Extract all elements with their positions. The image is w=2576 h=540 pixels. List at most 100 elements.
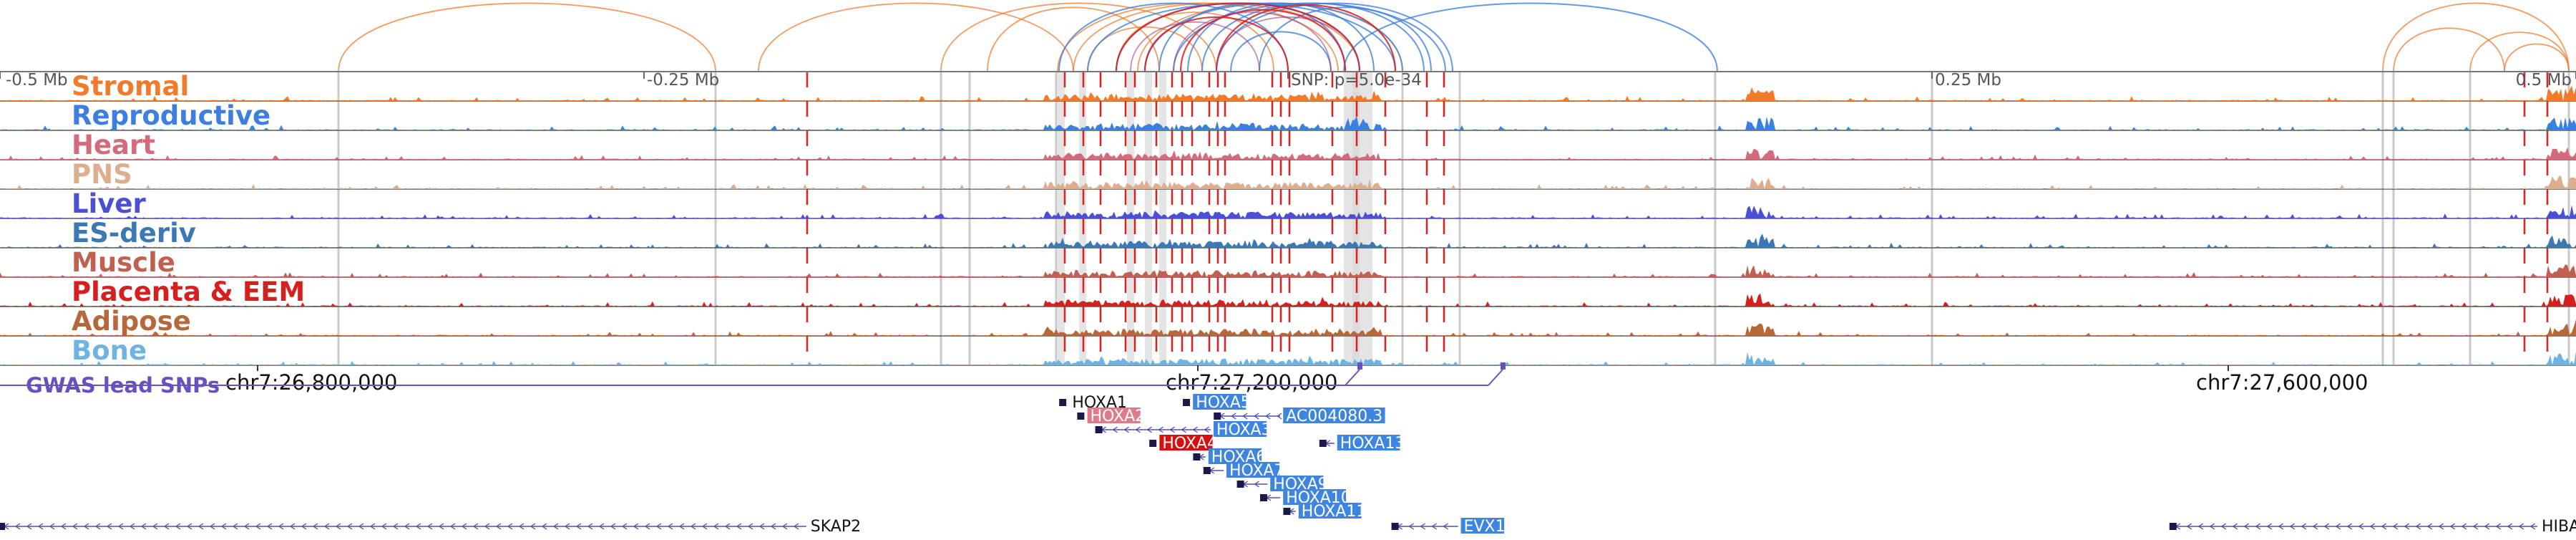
gene-hoxa4: HOXA4 bbox=[1149, 435, 1217, 453]
strand-arrow bbox=[598, 523, 605, 530]
strand-arrow bbox=[1135, 426, 1141, 433]
strand-arrow bbox=[175, 523, 181, 530]
placenta-loop-arc bbox=[1179, 9, 1347, 72]
strand-arrow bbox=[770, 523, 776, 530]
strand-arrow bbox=[209, 523, 215, 530]
strand-arrow bbox=[472, 523, 479, 530]
track-label-bone: Bone bbox=[72, 335, 147, 366]
strand-arrow bbox=[1181, 426, 1186, 433]
signal-stromal bbox=[0, 85, 2576, 101]
gene-exon bbox=[1391, 523, 1399, 530]
gene-exon bbox=[1283, 508, 1291, 515]
gene-exon bbox=[2169, 523, 2177, 530]
gwas-track: GWAS lead SNPs bbox=[0, 362, 1506, 397]
strand-arrow bbox=[461, 523, 467, 530]
strand-arrow bbox=[552, 523, 559, 530]
strand-arrow bbox=[484, 523, 490, 530]
strand-arrow bbox=[60, 523, 67, 530]
strand-arrow bbox=[449, 523, 456, 530]
gwas-snp-marker bbox=[1357, 362, 1362, 370]
gene-label: HOXA2 bbox=[1091, 408, 1146, 425]
strand-arrow bbox=[530, 523, 536, 530]
strand-arrow bbox=[26, 523, 32, 530]
strand-arrow bbox=[415, 523, 421, 530]
strand-arrow bbox=[2220, 523, 2227, 530]
track-label-muscle: Muscle bbox=[72, 247, 175, 278]
strand-arrow bbox=[2426, 523, 2433, 530]
strand-arrow bbox=[575, 523, 582, 530]
strand-arrow bbox=[106, 523, 112, 530]
gene-highlight-box bbox=[1193, 394, 1246, 410]
strand-arrow bbox=[2472, 523, 2479, 530]
gene-exon bbox=[1095, 426, 1103, 433]
coordinate-label: chr7:27,600,000 bbox=[2196, 370, 2368, 395]
strand-arrow bbox=[1254, 413, 1259, 420]
gene-exon bbox=[1260, 494, 1267, 501]
signal-adipose bbox=[0, 319, 2576, 336]
gene-exon bbox=[1193, 453, 1201, 461]
strand-arrow bbox=[644, 523, 650, 530]
strand-arrow bbox=[736, 523, 742, 530]
distance-ruler: -0.5 Mb -0.25 Mb SNP: p=5.0e-34 0.25 Mb 0.5 … bbox=[0, 71, 2576, 90]
strand-arrow bbox=[1146, 426, 1152, 433]
gene-label: HOXA5 bbox=[1196, 394, 1251, 412]
strand-arrow bbox=[793, 523, 799, 530]
gene-highlight-box bbox=[1208, 448, 1262, 464]
gene-hibadh: HIBADH bbox=[2169, 518, 2576, 536]
strand-arrow bbox=[507, 523, 513, 530]
strand-arrow bbox=[2449, 523, 2456, 530]
gene-highlight-box bbox=[1226, 462, 1280, 478]
track-label-stromal: Stromal bbox=[72, 71, 189, 102]
strand-arrow bbox=[2255, 523, 2261, 530]
gene-label: HIBADH bbox=[2542, 518, 2576, 536]
strand-arrow bbox=[358, 523, 364, 530]
track-label-pns: PNS bbox=[72, 159, 132, 190]
gene-label: EVX1 bbox=[1464, 518, 1506, 536]
strand-arrow bbox=[2369, 523, 2376, 530]
gene-exon bbox=[1319, 440, 1327, 447]
gene-label: HOXA3 bbox=[1216, 421, 1272, 439]
strand-arrow bbox=[678, 523, 685, 530]
gene-hoxa11: HOXA11 bbox=[1283, 503, 1366, 521]
gene-highlight-box bbox=[1159, 435, 1213, 450]
coordinate-axis: chr7:26,800,000 chr7:27,200,000 chr7:27,60… bbox=[225, 365, 2368, 395]
track-label-adipose: Adipose bbox=[72, 306, 191, 337]
strand-arrow bbox=[2312, 523, 2318, 530]
strand-arrow bbox=[758, 523, 765, 530]
signal-pns bbox=[0, 175, 2576, 189]
gene-skap2: SKAP2 bbox=[0, 518, 861, 536]
gene-evx1: EVX1 bbox=[1391, 518, 1506, 536]
strand-arrow bbox=[346, 523, 353, 530]
strand-arrow bbox=[404, 523, 410, 530]
gene-label: HOXA4 bbox=[1162, 435, 1217, 453]
strand-arrow bbox=[392, 523, 399, 530]
stromal-loop-arc bbox=[338, 2, 716, 72]
strand-arrow bbox=[2484, 523, 2490, 530]
strand-arrow bbox=[2335, 523, 2341, 530]
strand-arrow bbox=[1431, 523, 1437, 530]
strand-arrow bbox=[2186, 523, 2192, 530]
strand-arrow bbox=[289, 523, 296, 530]
gene-exon bbox=[1236, 481, 1244, 488]
strand-arrow bbox=[1254, 481, 1259, 488]
strand-arrow bbox=[633, 523, 639, 530]
strand-arrow bbox=[438, 523, 444, 530]
strand-arrow bbox=[1192, 426, 1198, 433]
strand-arrow bbox=[1112, 426, 1118, 433]
strand-arrow bbox=[1443, 523, 1448, 530]
strand-arrow bbox=[2529, 523, 2536, 530]
gene-exon bbox=[1077, 413, 1085, 420]
gene-label: SKAP2 bbox=[811, 518, 861, 536]
stromal-loop-arc bbox=[2504, 43, 2570, 72]
strand-arrow bbox=[255, 523, 261, 530]
strand-arrow bbox=[37, 523, 44, 530]
strand-arrow bbox=[1408, 523, 1414, 530]
strand-arrow bbox=[381, 523, 387, 530]
gwas-label: GWAS lead SNPs bbox=[26, 373, 220, 397]
gwas-connector bbox=[1488, 369, 1503, 386]
strand-arrow bbox=[335, 523, 341, 530]
strand-arrow bbox=[781, 523, 788, 530]
strand-arrow bbox=[186, 523, 192, 530]
strand-arrow bbox=[2438, 523, 2444, 530]
